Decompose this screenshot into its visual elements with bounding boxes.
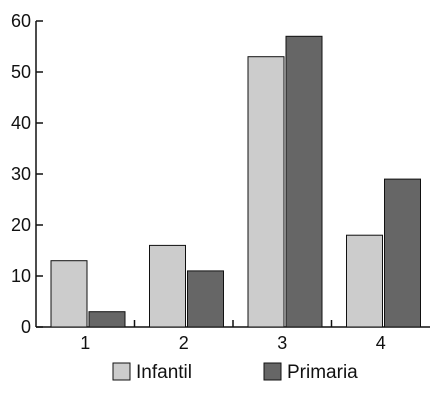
bar-primaria-3 xyxy=(285,35,323,328)
y-tick-label: 30 xyxy=(11,164,31,184)
bar-infantil-4 xyxy=(346,234,383,328)
bar-infantil-1 xyxy=(50,260,88,328)
bar-primaria-4 xyxy=(384,178,421,328)
bars xyxy=(50,35,421,328)
y-tick-label: 0 xyxy=(21,317,31,337)
y-tick-label: 50 xyxy=(11,62,31,82)
bar-primaria-2 xyxy=(187,270,224,328)
y-tick-label: 10 xyxy=(11,266,31,286)
x-tick-label: 2 xyxy=(179,333,189,353)
x-tick-label: 4 xyxy=(376,333,386,353)
bar-primaria-1 xyxy=(88,311,126,328)
y-tick-label: 60 xyxy=(11,11,31,31)
legend-label-infantil: Infantil xyxy=(136,362,192,383)
legend-swatch-primaria xyxy=(263,362,282,381)
legend-label-primaria: Primaria xyxy=(287,362,358,383)
bar-infantil-3 xyxy=(247,56,285,328)
x-tick-label: 1 xyxy=(80,333,90,353)
axes: 0 10 20 30 40 50 60 1 2 3 4 xyxy=(11,11,430,353)
y-tick-label: 40 xyxy=(11,113,31,133)
bar-infantil-2 xyxy=(149,244,186,328)
legend: Infantil Primaria xyxy=(112,362,358,383)
legend-swatch-infantil xyxy=(112,362,131,381)
x-tick-label: 3 xyxy=(277,333,287,353)
y-tick-label: 20 xyxy=(11,215,31,235)
